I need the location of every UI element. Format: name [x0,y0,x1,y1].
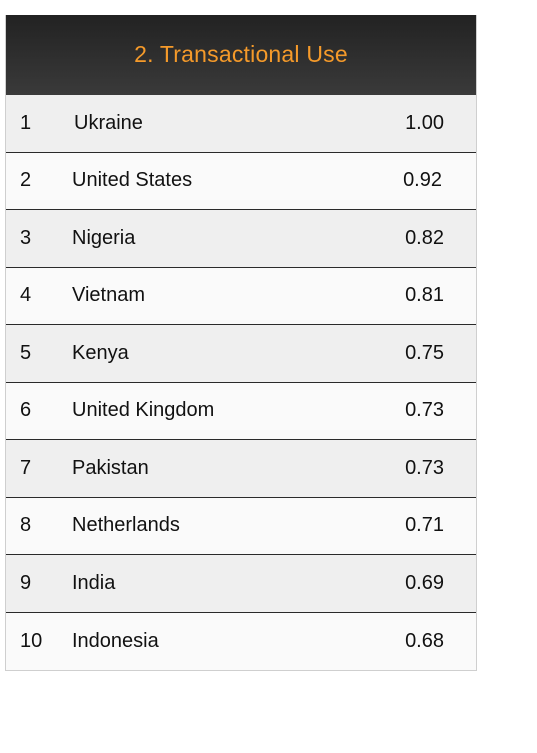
score-cell: 0.82 [405,226,444,249]
country-cell: Netherlands [72,514,180,537]
rank-cell: 6 [20,399,32,422]
table-row: 10 Indonesia 0.68 [6,612,476,670]
rank-cell: 1 [20,111,32,134]
rank-cell: 4 [20,284,32,307]
table-row: 6 United Kingdom 0.73 [6,382,476,440]
table-row: 8 Netherlands 0.71 [6,497,476,555]
table-row: 1 Ukraine 1.00 [6,95,476,153]
score-cell: 0.73 [405,456,444,479]
score-cell: 0.81 [405,284,444,307]
ranking-table: 2. Transactional Use 1 Ukraine 1.00 2 Un… [5,15,477,671]
country-cell: Kenya [72,341,129,364]
table-row: 3 Nigeria 0.82 [6,210,476,268]
table-row: 9 India 0.69 [6,555,476,613]
table-row: 2 United States 0.92 [6,152,476,210]
rank-cell: 7 [20,456,32,479]
rank-cell: 2 [20,169,32,192]
country-cell: Ukraine [74,111,143,134]
country-cell: Nigeria [72,226,136,249]
score-cell: 1.00 [405,111,444,134]
country-cell: India [72,571,116,594]
country-cell: United States [72,169,193,192]
score-cell: 0.69 [405,571,444,594]
score-cell: 0.71 [405,514,444,537]
score-cell: 0.73 [405,399,444,422]
rank-cell: 9 [20,571,32,594]
country-cell: Pakistan [72,456,149,479]
table-row: 7 Pakistan 0.73 [6,440,476,498]
score-cell: 0.68 [405,629,444,652]
rank-cell: 5 [20,341,32,364]
country-cell: United Kingdom [72,399,215,422]
score-cell: 0.75 [405,341,444,364]
rank-cell: 3 [20,226,32,249]
table-header: 2. Transactional Use [6,15,476,95]
table-row: 5 Kenya 0.75 [6,325,476,383]
table-row: 4 Vietnam 0.81 [6,267,476,325]
country-cell: Indonesia [72,629,159,652]
table-title: 2. Transactional Use [134,40,348,67]
rank-cell: 8 [20,514,32,537]
score-cell: 0.92 [403,169,442,192]
country-cell: Vietnam [72,284,146,307]
rank-cell: 10 [20,629,43,652]
